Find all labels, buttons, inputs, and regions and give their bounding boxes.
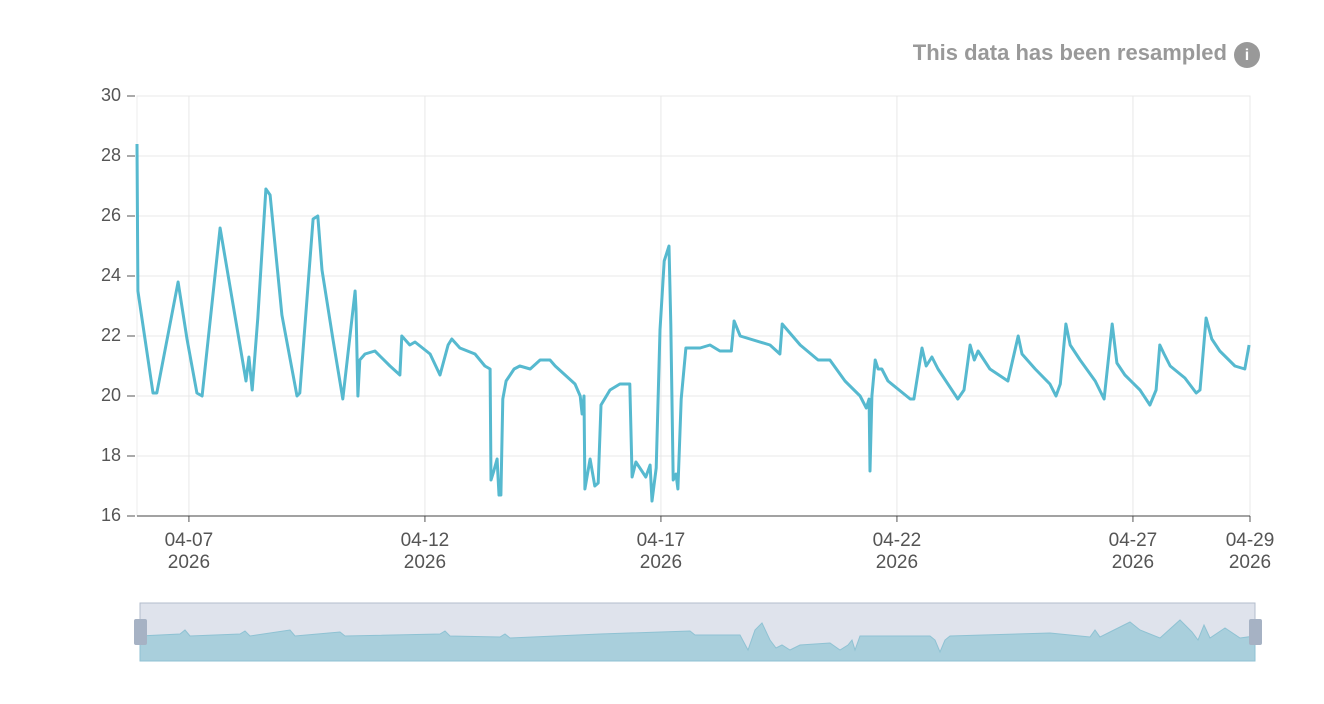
x-tick-label: 04-17 2026 [636,530,686,573]
info-icon[interactable] [1234,42,1260,68]
y-tick-label: 18 [101,445,121,465]
y-tick-label: 20 [101,385,121,405]
slider-area [139,619,1256,662]
y-tick-label: 24 [101,265,121,285]
plot-frame [136,95,1251,517]
y-tick-label: 22 [101,325,121,345]
x-tick-label: 04-29 2026 [1225,530,1275,573]
y-tick-label: 26 [101,205,121,225]
line-series [135,143,1251,503]
slider-handle[interactable] [134,619,147,645]
x-tick-label: 04-22 2026 [872,530,922,573]
data-zoom-slider[interactable] [134,602,1262,662]
info-icon-glyph: i [1245,47,1249,64]
resample-note: This data has been resampled [912,40,1227,65]
slider-handle[interactable] [1249,619,1262,645]
y-tick-label: 28 [101,145,121,165]
y-tick-label: 16 [101,505,121,525]
x-tick-label: 04-12 2026 [400,530,450,573]
x-tick-label: 04-27 2026 [1108,530,1158,573]
y-tick-label: 30 [101,85,121,105]
x-tick-label: 04-07 2026 [164,530,214,573]
